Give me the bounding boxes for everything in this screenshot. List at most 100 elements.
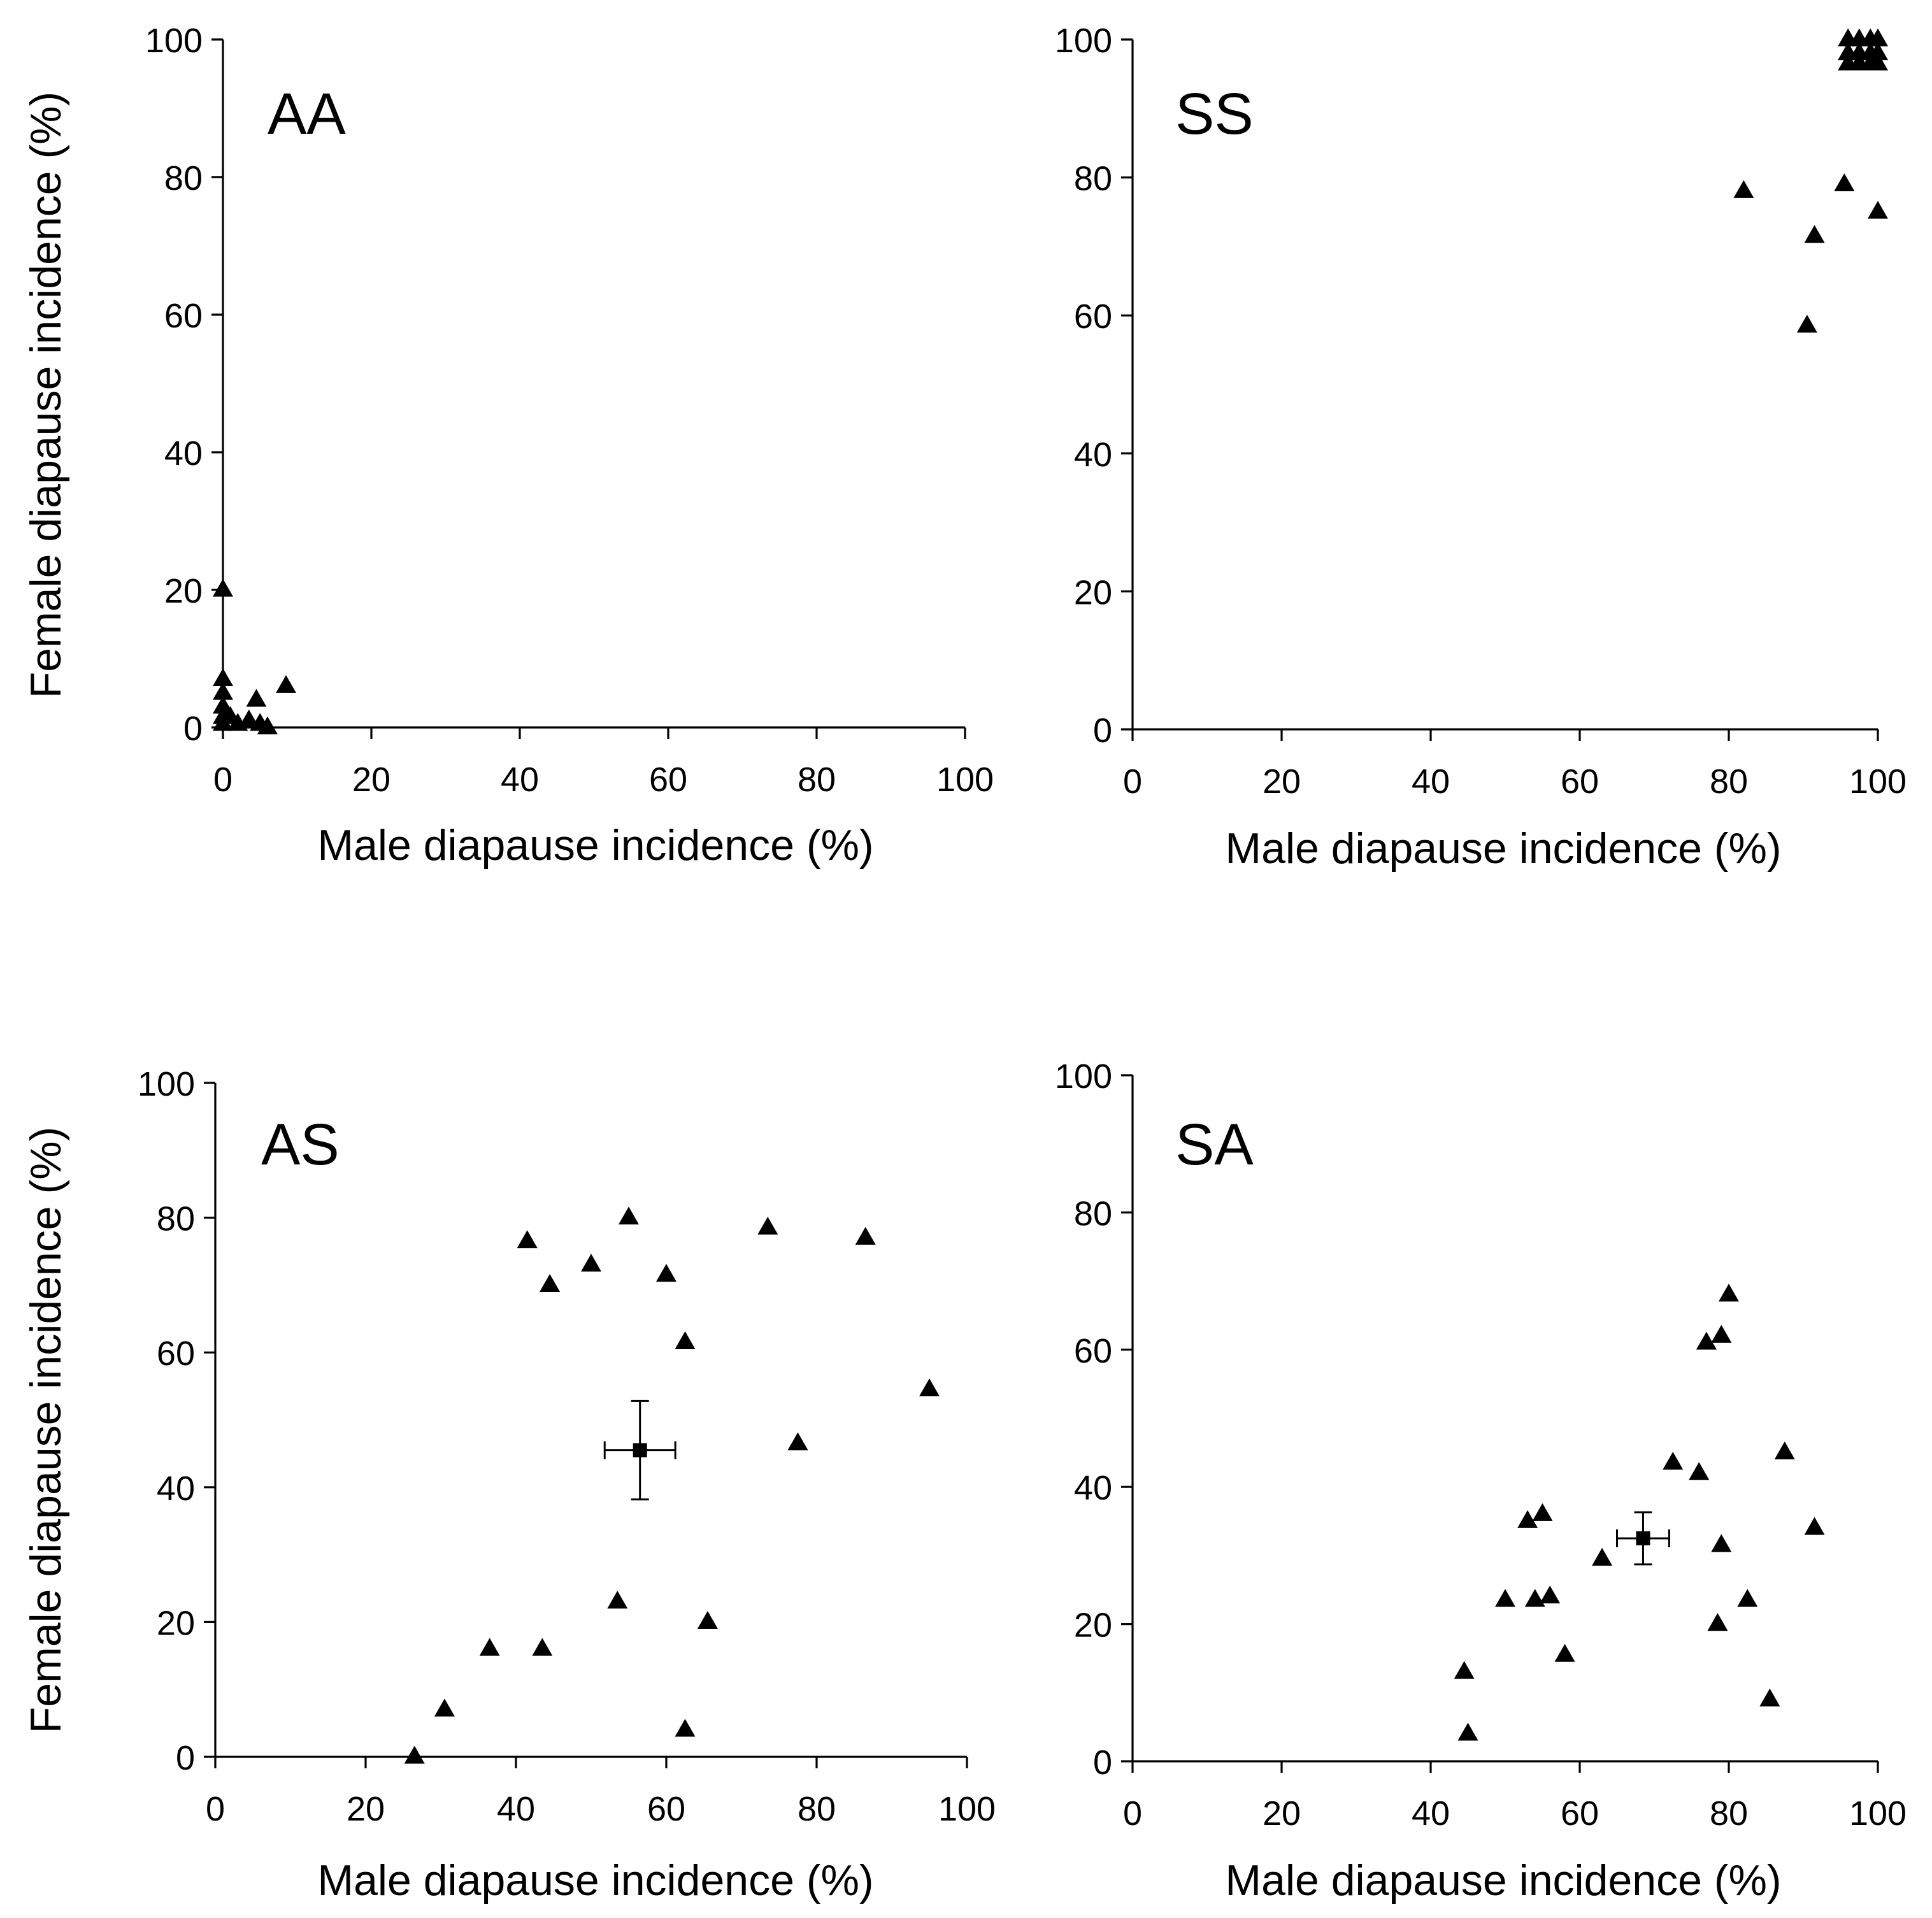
- panel-ss-y-tick-label: 0: [1093, 712, 1112, 750]
- panel-sa-x-tick-label: 20: [1263, 1794, 1301, 1833]
- panel-aa-y-tick-label: 0: [183, 710, 203, 748]
- data-point-triangle: [581, 1254, 601, 1272]
- data-point-triangle: [434, 1698, 455, 1717]
- mean-error-bars: [1616, 1511, 1670, 1566]
- data-point-triangle: [675, 1331, 696, 1349]
- panel-aa-y-tick-label: 20: [164, 572, 203, 610]
- data-point-triangle: [1495, 1589, 1515, 1607]
- panel-as-y-axis-label: Female diapause incidence (%): [22, 1127, 70, 1734]
- panel-ss: SS Male diapause incidence (%) 0 20 40 60 80…: [1055, 22, 1907, 873]
- panel-ss-y-tick-label: 60: [1074, 297, 1112, 336]
- panel-ss-x-tick-label: 0: [1123, 762, 1142, 801]
- panel-sa-y-tick-label: 0: [1093, 1743, 1112, 1782]
- data-point-triangle: [532, 1638, 553, 1656]
- panel-sa-x-axis-label: Male diapause incidence (%): [1225, 1856, 1781, 1905]
- data-point-triangle: [517, 1230, 538, 1249]
- panel-ss-x-tick-label: 20: [1263, 762, 1301, 801]
- data-point-triangle: [1834, 173, 1855, 192]
- data-point-triangle: [1711, 1534, 1732, 1552]
- panel-ss-x-tick-label: 100: [1849, 762, 1907, 801]
- panel-as-x-tick-label: 0: [206, 1790, 225, 1828]
- data-point-triangle: [919, 1378, 940, 1397]
- data-point-triangle: [619, 1206, 639, 1225]
- data-point-triangle: [1737, 1589, 1758, 1607]
- panel-aa-label: AA: [268, 82, 346, 147]
- data-point-triangle: [540, 1274, 561, 1292]
- data-point-triangle: [1804, 1517, 1825, 1535]
- data-point-triangle: [1868, 52, 1888, 71]
- panel-aa-y-tick-label: 60: [164, 297, 203, 335]
- panel-ss-y-tick-label: 20: [1074, 573, 1112, 612]
- mean-point-square: [633, 1443, 647, 1457]
- panel-as-x-axis-label: Male diapause incidence (%): [317, 1856, 873, 1905]
- panel-sa-y-tick-label: 80: [1074, 1194, 1112, 1233]
- panel-ss-axes: 0 20 40 60 80 100 0 20 40 60 80 100: [1055, 22, 1907, 801]
- panel-aa-x-tick-label: 40: [501, 761, 539, 799]
- panel-ss-y-tick-label: 100: [1055, 22, 1112, 60]
- data-point-triangle: [1457, 1722, 1478, 1741]
- panel-as-marks: [404, 1206, 940, 1764]
- data-point-triangle: [1868, 28, 1888, 47]
- data-point-triangle: [213, 578, 233, 597]
- panel-aa-x-tick-label: 0: [213, 761, 233, 799]
- data-point-triangle: [404, 1745, 425, 1764]
- data-point-triangle: [787, 1432, 808, 1450]
- data-point-triangle: [697, 1611, 718, 1629]
- panel-as-x-tick-label: 100: [938, 1790, 996, 1828]
- panel-ss-x-tick-label: 60: [1561, 762, 1599, 801]
- panel-sa: SA Male diapause incidence (%) 0 20 40 60 80…: [1055, 1057, 1907, 1905]
- panel-sa-x-tick-label: 40: [1412, 1794, 1450, 1833]
- panel-as-x-tick-label: 60: [647, 1790, 685, 1828]
- panel-ss-y-tick-label: 40: [1074, 436, 1112, 474]
- panel-as-y-tick-label: 0: [176, 1739, 195, 1777]
- panel-aa-y-tick-label: 80: [164, 159, 203, 197]
- data-point-triangle: [656, 1264, 676, 1282]
- panel-as-y-tick-label: 20: [157, 1604, 195, 1642]
- panel-as-axes: 0 20 40 60 80 100 0 20 40 60 80 100: [138, 1065, 996, 1828]
- panel-sa-x-tick-label: 80: [1710, 1794, 1748, 1833]
- panel-as-x-tick-label: 20: [347, 1790, 385, 1828]
- data-point-triangle: [1592, 1547, 1613, 1566]
- data-point-triangle: [1774, 1441, 1795, 1459]
- data-point-triangle: [1868, 42, 1888, 61]
- panel-sa-y-tick-label: 20: [1074, 1607, 1112, 1645]
- data-point-triangle: [1689, 1462, 1710, 1480]
- panel-as-label: AS: [261, 1112, 340, 1177]
- panel-aa-marks: [213, 578, 297, 734]
- panel-aa-x-tick-label: 80: [798, 761, 836, 799]
- panel-ss-x-tick-label: 40: [1412, 762, 1450, 801]
- data-point-triangle: [213, 682, 233, 700]
- panel-as-y-tick-label: 80: [157, 1200, 195, 1238]
- data-point-triangle: [246, 689, 267, 707]
- panel-aa-y-tick-label: 100: [145, 22, 203, 60]
- panel-sa-y-tick-label: 40: [1074, 1469, 1112, 1507]
- data-point-triangle: [1524, 1589, 1545, 1607]
- panel-sa-x-tick-label: 0: [1123, 1794, 1142, 1833]
- panel-aa-y-tick-label: 40: [164, 434, 203, 473]
- data-point-triangle: [1454, 1661, 1475, 1679]
- panel-aa-x-tick-label: 100: [936, 761, 994, 799]
- panel-ss-x-axis-label: Male diapause incidence (%): [1225, 824, 1781, 873]
- panel-as-y-tick-label: 100: [138, 1065, 195, 1103]
- data-point-triangle: [1696, 1331, 1717, 1350]
- data-point-triangle: [1517, 1510, 1538, 1528]
- panel-sa-label: SA: [1175, 1112, 1254, 1177]
- panel-as-x-tick-label: 80: [798, 1790, 836, 1828]
- panel-as-x-tick-label: 40: [497, 1790, 535, 1828]
- panel-aa-y-axis-label: Female diapause incidence (%): [22, 92, 70, 699]
- panel-aa-axes: 0 20 40 60 80 100 0 20 40 60 80 100: [145, 22, 994, 799]
- panel-aa-x-tick-label: 60: [649, 761, 687, 799]
- panel-aa: AA Female diapause incidence (%) Male di…: [22, 22, 994, 870]
- panel-ss-marks: [1733, 28, 1888, 333]
- mean-point-square: [1636, 1531, 1650, 1545]
- data-point-triangle: [479, 1638, 500, 1656]
- panel-sa-x-tick-label: 100: [1849, 1794, 1907, 1833]
- data-point-triangle: [1707, 1613, 1728, 1631]
- panel-ss-x-tick-label: 80: [1710, 762, 1748, 801]
- data-point-triangle: [1663, 1452, 1684, 1470]
- panel-as-y-tick-label: 60: [157, 1335, 195, 1373]
- data-point-triangle: [213, 696, 233, 714]
- data-point-triangle: [1796, 315, 1817, 333]
- panel-sa-axes: 0 20 40 60 80 100 0 20 40 60 80 100: [1055, 1057, 1907, 1833]
